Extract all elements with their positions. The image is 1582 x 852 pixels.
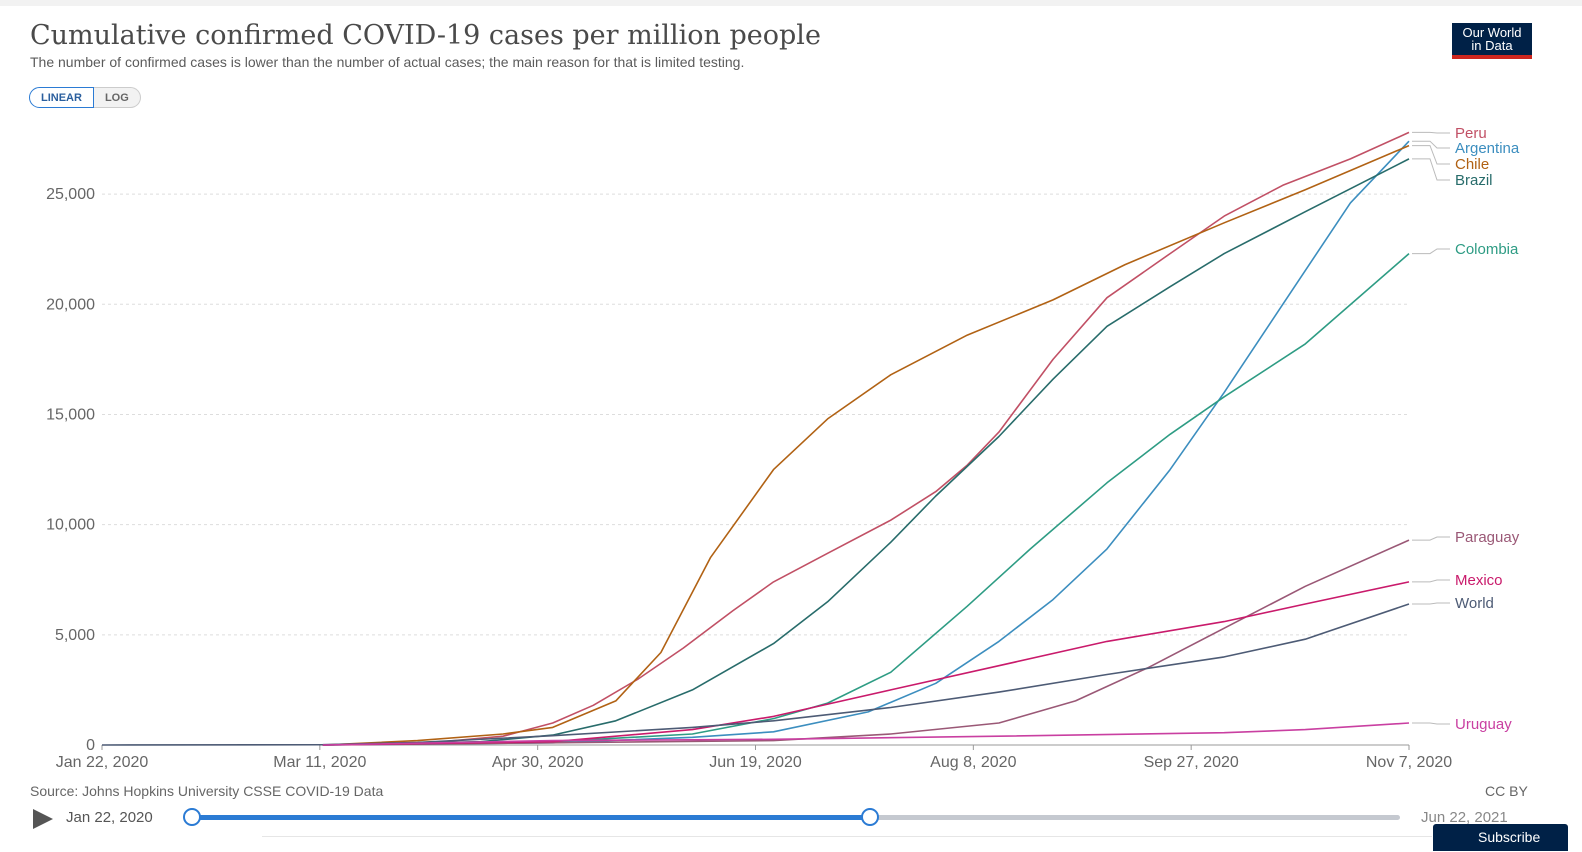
timeline-start-date: Jan 22, 2020 — [66, 809, 153, 826]
label-connector — [1412, 248, 1450, 255]
y-tick-label: 20,000 — [46, 296, 95, 313]
label-connector — [1412, 579, 1450, 583]
linear-scale-button[interactable]: LINEAR — [29, 87, 94, 108]
series-line-peru[interactable] — [322, 131, 1410, 746]
timeline-end-handle[interactable] — [860, 808, 879, 826]
label-connector — [1412, 158, 1450, 181]
y-tick-label: 5,000 — [55, 627, 95, 644]
series-label-peru[interactable]: Peru — [1455, 125, 1487, 142]
y-axis-ticks: 0 5,000 10,000 15,000 20,000 25,000 — [46, 186, 95, 754]
y-tick-label: 15,000 — [46, 406, 95, 423]
play-button[interactable] — [33, 809, 53, 829]
chart-title: Cumulative confirmed COVID-19 cases per … — [30, 20, 821, 51]
x-tick-label: Apr 30, 2020 — [492, 754, 584, 771]
x-tick-label: Mar 11, 2020 — [273, 754, 366, 771]
series-line-world[interactable] — [101, 603, 1410, 746]
label-connector — [1412, 140, 1450, 149]
timeline-start-handle[interactable] — [183, 808, 201, 826]
series-label-mexico[interactable]: Mexico — [1455, 572, 1503, 589]
label-connector — [1412, 145, 1450, 165]
series-lines — [101, 131, 1410, 746]
timeline-selected-range — [192, 815, 870, 820]
series-line-brazil[interactable] — [322, 158, 1410, 746]
bottom-tab-bar — [262, 836, 1432, 852]
x-tick-label: Sep 27, 2020 — [1144, 754, 1239, 771]
series-line-uruguay[interactable] — [322, 722, 1410, 746]
log-scale-button[interactable]: LOG — [93, 87, 141, 108]
series-label-uruguay[interactable]: Uruguay — [1455, 716, 1512, 733]
y-tick-label: 25,000 — [46, 186, 95, 203]
x-axis: Jan 22, 2020 Mar 11, 2020 Apr 30, 2020 Jun … — [56, 745, 1452, 771]
series-label-chile[interactable]: Chile — [1455, 156, 1489, 173]
x-tick-label: Nov 7, 2020 — [1366, 754, 1452, 771]
x-tick-label: Jun 19, 2020 — [709, 754, 802, 771]
chart-subtitle: The number of confirmed cases is lower t… — [30, 54, 745, 70]
label-connector — [1412, 536, 1450, 541]
series-label-world[interactable]: World — [1455, 595, 1494, 612]
timeline-end-date: Jun 22, 2021 — [1421, 809, 1508, 826]
series-label-paraguay[interactable]: Paraguay — [1455, 529, 1520, 546]
series-label-colombia[interactable]: Colombia — [1455, 241, 1519, 258]
logo-line-1: Our World — [1462, 25, 1522, 40]
source-note: Source: Johns Hopkins University CSSE CO… — [30, 783, 384, 799]
y-tick-label: 10,000 — [46, 517, 95, 534]
label-connector — [1412, 722, 1450, 725]
y-tick-label: 0 — [86, 737, 95, 754]
series-label-brazil[interactable]: Brazil — [1455, 172, 1493, 189]
license-link[interactable]: CC BY — [1485, 783, 1528, 799]
gridlines — [102, 193, 1409, 746]
series-line-argentina[interactable] — [322, 140, 1410, 746]
series-label-argentina[interactable]: Argentina — [1455, 140, 1520, 157]
series-line-mexico[interactable] — [322, 581, 1410, 746]
label-connector — [1412, 131, 1450, 134]
series-line-chile[interactable] — [322, 144, 1410, 746]
scale-toggle: LINEAR LOG — [29, 87, 141, 108]
label-connector — [1412, 602, 1450, 605]
subscribe-button[interactable]: Subscribe — [1433, 824, 1568, 851]
logo-line-2: in Data — [1471, 38, 1513, 53]
x-tick-label: Jan 22, 2020 — [56, 754, 149, 771]
x-tick-label: Aug 8, 2020 — [930, 754, 1016, 771]
owid-logo[interactable]: Our World in Data — [1452, 23, 1532, 59]
series-line-paraguay[interactable] — [322, 539, 1410, 746]
series-line-colombia[interactable] — [322, 252, 1410, 746]
